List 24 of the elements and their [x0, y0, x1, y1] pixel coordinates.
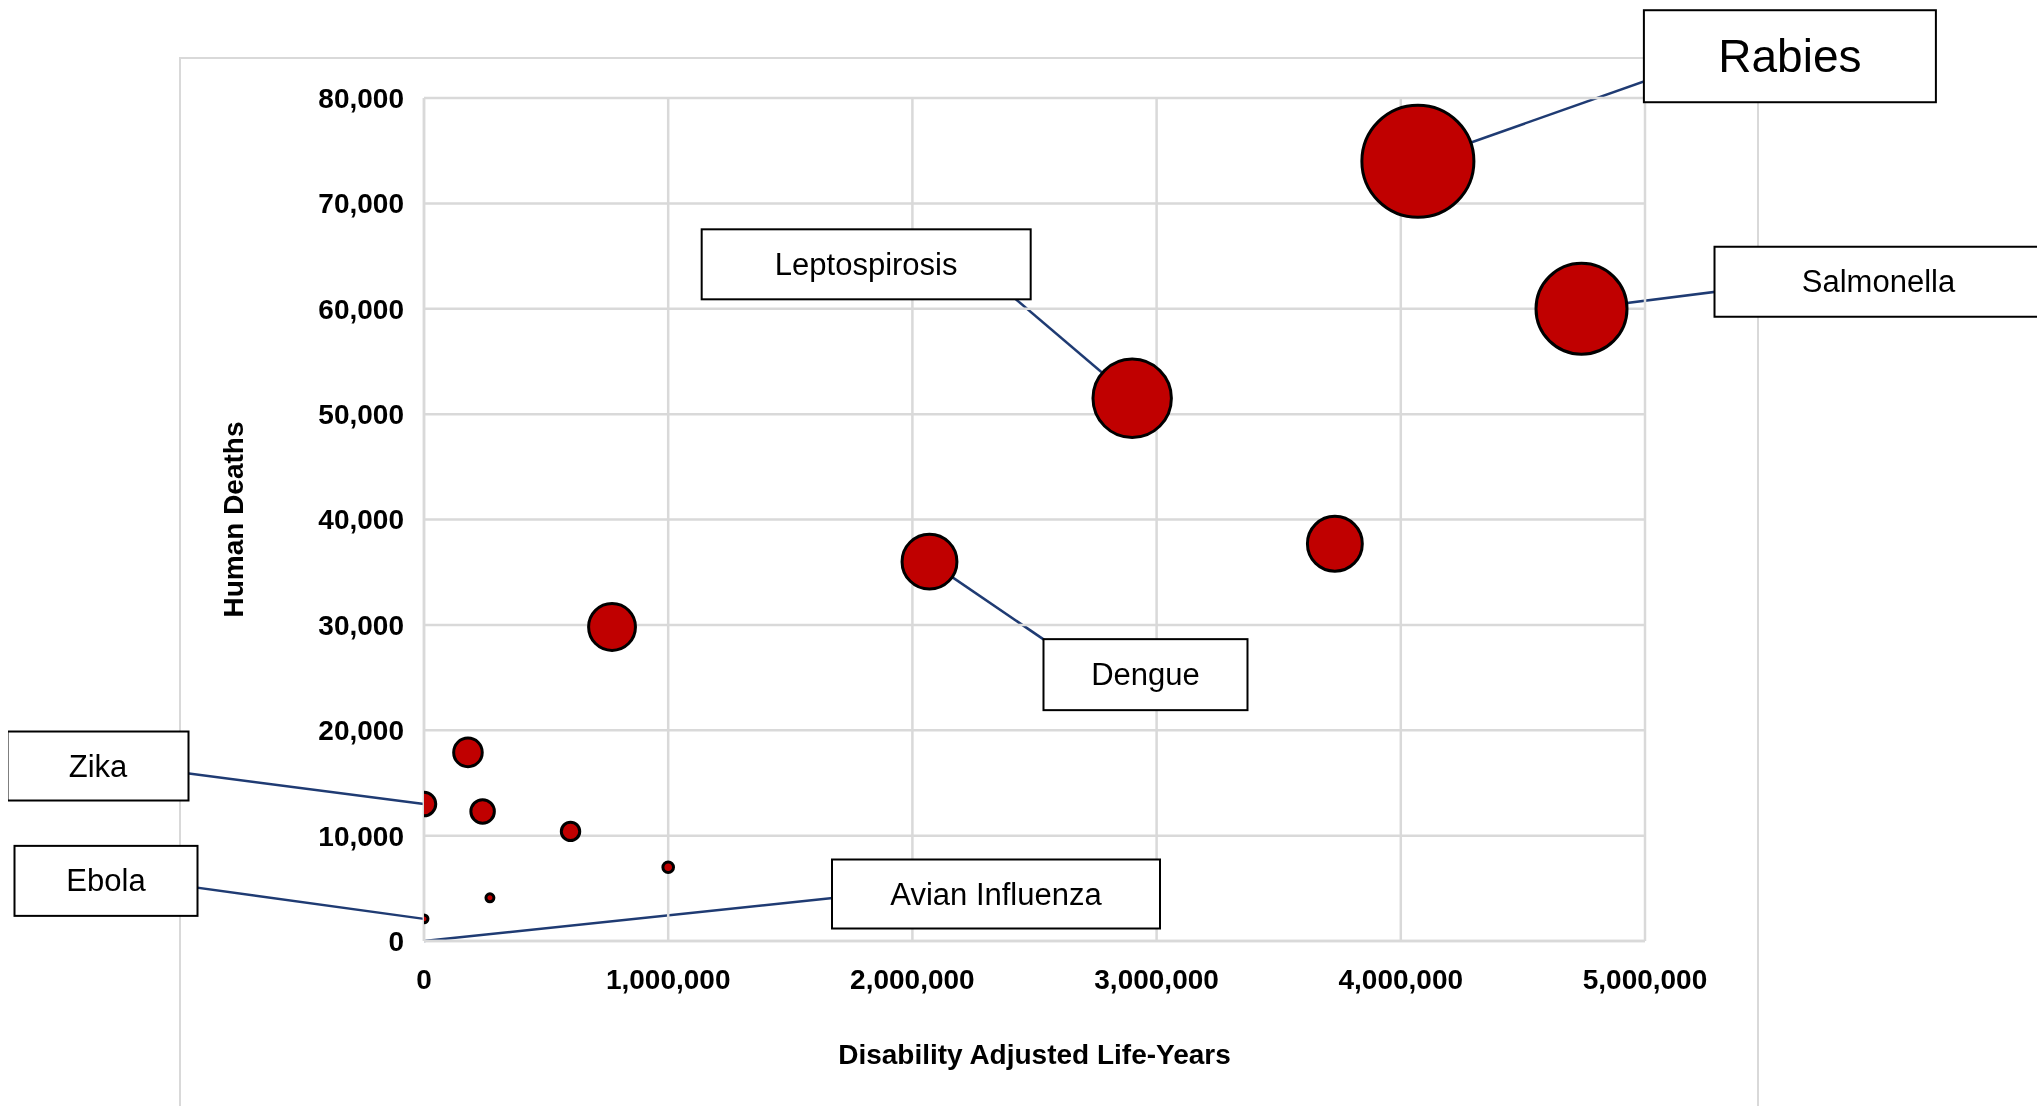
y-tick-label: 30,000 — [318, 609, 404, 641]
x-axis-title: Disability Adjusted Life-Years — [838, 1039, 1231, 1070]
x-tick-label: 1,000,000 — [605, 963, 731, 995]
annotation: Salmonella — [1801, 264, 1956, 300]
annotation: Avian Influenza — [890, 876, 1103, 912]
x-tick-label: 2,000,000 — [850, 963, 975, 995]
x-tick-label: 0 — [416, 963, 432, 995]
y-tick-label: 40,000 — [318, 504, 404, 536]
annotation: Dengue — [1091, 657, 1200, 693]
x-tick-label: 5,000,000 — [1582, 963, 1708, 995]
x-tick-label: 4,000,000 — [1338, 963, 1464, 995]
y-tick-label: 0 — [388, 925, 404, 957]
annotation: Leptospirosis — [774, 246, 958, 282]
y-axis-title: Human Deaths — [217, 421, 249, 618]
x-tick-label: 3,000,000 — [1094, 963, 1219, 995]
y-tick-label: 60,000 — [318, 293, 404, 325]
y-tick-label: 10,000 — [318, 820, 404, 852]
annotation: Zika — [68, 748, 129, 784]
annotation: Rabies — [1718, 30, 1862, 83]
y-tick-label: 50,000 — [318, 399, 404, 431]
y-tick-label: 80,000 — [318, 82, 404, 114]
annotation: Ebola — [66, 863, 147, 899]
y-tick-label: 70,000 — [318, 188, 404, 220]
y-tick-label: 20,000 — [318, 715, 404, 747]
